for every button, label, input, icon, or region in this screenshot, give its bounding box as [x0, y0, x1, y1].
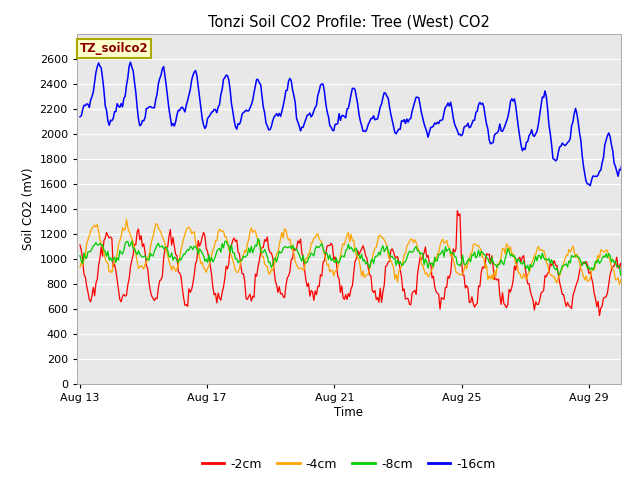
-4cm [410, 240, 417, 246]
-2cm [531, 307, 538, 313]
Title: Tonzi Soil CO2 Profile: Tree (West) CO2: Tonzi Soil CO2 Profile: Tree (West) CO2 [208, 15, 490, 30]
-16cm [604, 132, 611, 138]
-8cm [120, 247, 127, 253]
-4cm [120, 228, 127, 233]
-8cm [531, 259, 538, 264]
X-axis label: Time: Time [334, 406, 364, 419]
-16cm [76, 114, 84, 120]
-16cm [127, 60, 134, 65]
-4cm [123, 216, 131, 222]
-4cm [531, 253, 538, 259]
Y-axis label: Soil CO2 (mV): Soil CO2 (mV) [22, 168, 35, 250]
-16cm [586, 183, 594, 189]
Text: TZ_soilco2: TZ_soilco2 [79, 42, 148, 55]
Line: -16cm: -16cm [80, 62, 640, 186]
-8cm [475, 247, 483, 253]
-8cm [602, 251, 610, 257]
Line: -2cm: -2cm [80, 211, 640, 315]
-8cm [76, 252, 84, 258]
-2cm [454, 208, 461, 214]
Legend: -2cm, -4cm, -8cm, -16cm: -2cm, -4cm, -8cm, -16cm [197, 453, 501, 476]
-8cm [410, 248, 417, 254]
-8cm [518, 261, 526, 267]
-8cm [617, 273, 625, 278]
-4cm [518, 276, 526, 281]
-2cm [596, 312, 604, 318]
-4cm [475, 242, 483, 248]
-16cm [120, 96, 127, 101]
-2cm [120, 291, 127, 297]
-16cm [410, 103, 417, 109]
-2cm [408, 290, 416, 296]
-2cm [76, 242, 84, 248]
-2cm [475, 283, 483, 289]
Line: -8cm: -8cm [80, 239, 640, 276]
-16cm [531, 133, 538, 139]
-4cm [602, 248, 610, 253]
-4cm [76, 264, 84, 270]
Line: -4cm: -4cm [80, 219, 640, 285]
-8cm [254, 236, 262, 241]
-4cm [616, 282, 623, 288]
-2cm [518, 254, 526, 260]
-2cm [604, 290, 611, 296]
-16cm [475, 102, 483, 108]
-16cm [518, 148, 526, 154]
